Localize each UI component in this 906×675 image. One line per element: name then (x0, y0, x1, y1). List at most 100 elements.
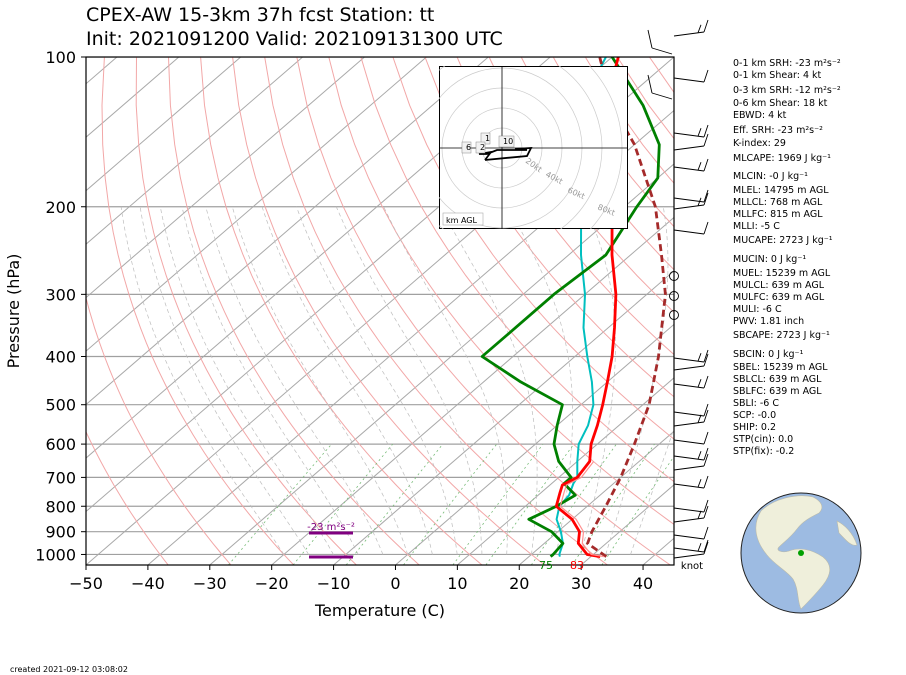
hodograph-label-box (480, 132, 491, 145)
station-marker (798, 550, 804, 556)
x-tick-label: −30 (193, 574, 227, 593)
hodograph-height-label: 6 (466, 143, 471, 152)
dry-adiabat (101, 57, 295, 565)
index-line: 0-1 km SRH: -23 m²s⁻² (733, 58, 841, 69)
index-line: STP(cin): 0.0 (733, 434, 794, 445)
dry-adiabat (232, 57, 546, 565)
index-line: MLLFC: 815 m AGL (733, 209, 823, 220)
wind-barb-upper (647, 29, 673, 55)
wind-barb (673, 409, 709, 427)
hodograph-height-label: 10 (503, 137, 513, 146)
hodograph-trace (478, 147, 533, 161)
index-line: MULI: -6 C (733, 304, 782, 315)
index-line: STP(fix): -0.2 (733, 446, 795, 457)
wind-barb (673, 189, 709, 203)
barb-units-label: knot (681, 561, 703, 572)
index-line: MLLI: -5 C (733, 221, 780, 232)
index-line: MULCL: 639 m AGL (733, 280, 825, 291)
srh-label: -23 m²s⁻² (307, 522, 355, 533)
wind-barb (673, 541, 709, 559)
index-line: Eff. SRH: -23 m²s⁻² (733, 125, 823, 136)
moist-adiabat (181, 206, 359, 555)
x-tick-label: −10 (317, 574, 351, 593)
index-line: MUEL: 15239 m AGL (733, 268, 831, 279)
moist-adiabat (261, 206, 433, 555)
index-line: MLCAPE: 1969 J kg⁻¹ (733, 153, 831, 164)
mixing-ratio-line (571, 443, 655, 565)
x-tick-label: 0 (390, 574, 400, 593)
isotherm-line (86, 57, 303, 245)
index-line: SBLI: -6 C (733, 398, 779, 409)
index-line: SBLFC: 639 m AGL (733, 386, 822, 397)
y-tick-label: 800 (45, 497, 76, 516)
index-line: MUCAPE: 2723 J kg⁻¹ (733, 235, 833, 246)
temperature-surface-label: 83 (570, 559, 584, 572)
y-tick-label: 900 (45, 523, 76, 542)
mixing-ratio-line (228, 443, 332, 565)
continent-shape (755, 495, 831, 610)
moist-adiabat (335, 206, 483, 555)
x-tick-label: 30 (571, 574, 591, 593)
mixing-ratio-line (345, 443, 444, 565)
y-tick-label: 400 (45, 348, 76, 367)
x-axis-label: Temperature (C) (314, 601, 445, 620)
index-line: SBCAPE: 2723 J kg⁻¹ (733, 330, 830, 341)
dry-adiabat (328, 57, 674, 525)
x-tick-label: 40 (633, 574, 653, 593)
moist-adiabat (296, 206, 458, 555)
x-tick-label: 10 (447, 574, 467, 593)
isotherm-line (86, 57, 489, 406)
wind-barb (673, 158, 709, 172)
continent-shape-africa (836, 520, 858, 546)
moist-adiabat (439, 206, 538, 555)
isotherm-line (86, 57, 427, 352)
index-line: PWV: 1.81 inch (733, 316, 805, 327)
wind-barb-upper (647, 74, 673, 100)
isotherm-line (395, 323, 674, 565)
wind-barb (673, 526, 709, 540)
chart-title-line1: CPEX-AW 15-3km 37h fcst Station: tt (86, 4, 435, 26)
moist-adiabat (120, 206, 285, 555)
calm-wind-circle (669, 310, 679, 320)
index-line: 0-3 km SRH: -12 m²s⁻² (733, 85, 841, 96)
wind-barb (673, 499, 709, 513)
dry-adiabat (392, 57, 674, 440)
globe-locator (740, 492, 862, 614)
wind-barb (673, 403, 709, 417)
moist-adiabat (139, 206, 309, 555)
wind-barb (673, 447, 709, 461)
index-line: MULFC: 639 m AGL (733, 292, 825, 303)
mixing-ratio-line (530, 443, 617, 565)
mixing-ratio-line (601, 455, 674, 565)
wind-barb (673, 505, 709, 523)
moist-adiabat (605, 206, 669, 555)
wind-barb (673, 19, 709, 37)
index-line: 0-1 km Shear: 4 kt (733, 70, 822, 81)
virtual-temperature-trace (559, 461, 605, 558)
calm-wind-circle (669, 291, 679, 301)
chart-title-line2: Init: 2021091200 Valid: 202109131300 UTC (86, 28, 503, 50)
index-line: MLEL: 14795 m AGL (733, 185, 829, 196)
wind-barb (673, 375, 709, 389)
index-line: EBWD: 4 kt (733, 110, 787, 121)
moist-adiabat (159, 206, 334, 555)
isotherm-line (209, 163, 674, 565)
wind-barb (673, 453, 709, 471)
wetbulb-trace (555, 57, 607, 557)
moist-adiabat (231, 206, 409, 555)
y-axis-label: Pressure (hPa) (4, 254, 23, 369)
y-tick-label: 700 (45, 468, 76, 487)
mixing-ratio-line (292, 443, 394, 565)
y-tick-label: 300 (45, 285, 76, 304)
dry-adiabat (424, 57, 674, 398)
plot-frame (85, 56, 675, 566)
hodograph-label-box (475, 141, 486, 154)
isotherm-line (457, 377, 674, 565)
moist-adiabat (383, 206, 508, 555)
moist-adiabat (630, 427, 674, 555)
hodograph-corner-label: km AGL (446, 216, 478, 225)
dry-adiabat (168, 57, 420, 565)
index-line: MLCIN: -0 J kg⁻¹ (733, 171, 808, 182)
wind-barb (673, 475, 709, 489)
wind-barb (673, 221, 709, 235)
